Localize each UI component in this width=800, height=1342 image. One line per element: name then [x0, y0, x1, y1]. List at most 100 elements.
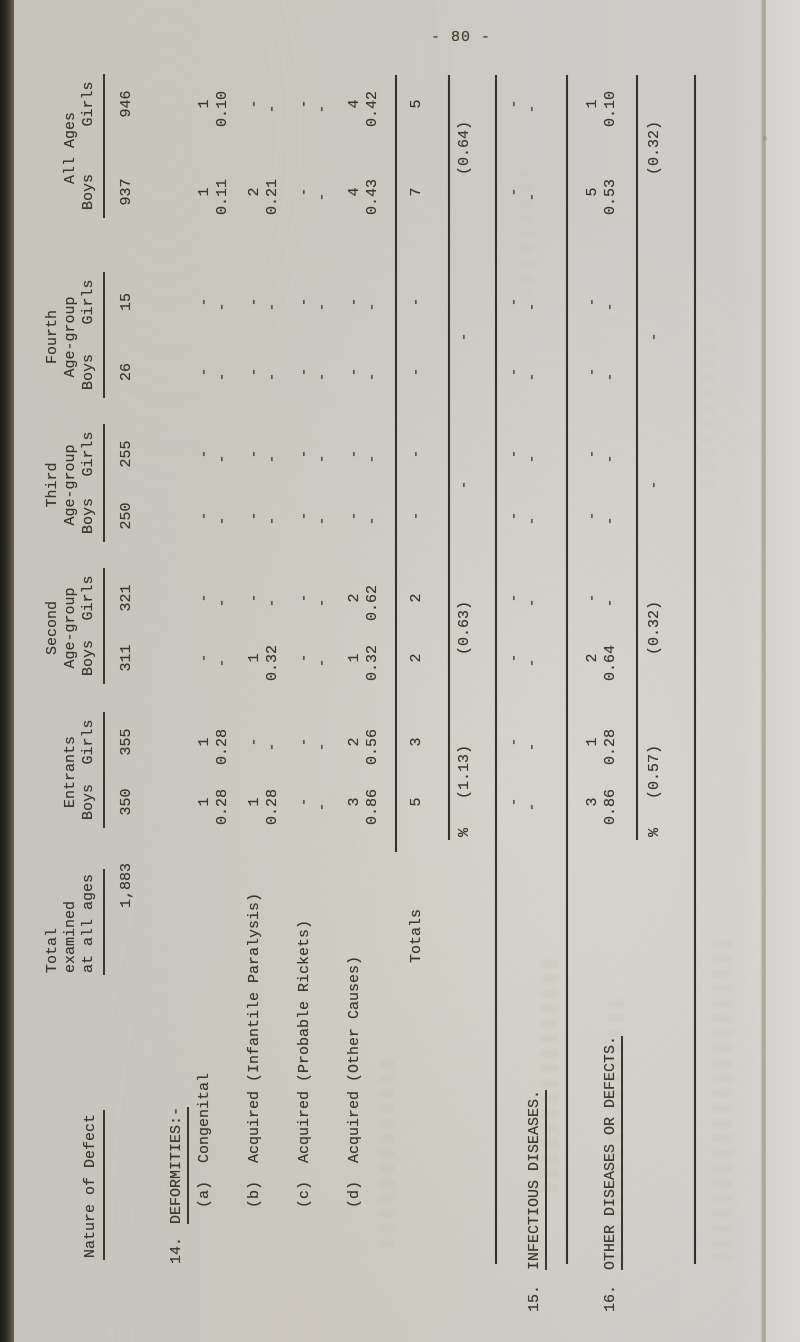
- cell-d-count-third-girls: -: [346, 449, 363, 459]
- group2-title-line-1: Second: [44, 600, 61, 655]
- cell-s15-count-second-boys: -: [506, 653, 523, 663]
- cell-b-count-third-girls: -: [246, 449, 263, 459]
- nature-header-underline: [103, 1110, 105, 1260]
- cell-a-count-second-boys: -: [196, 653, 213, 663]
- cell-s16-percent-group5: (0.32): [646, 121, 663, 176]
- cell-totals-percent-group2: (0.63): [456, 601, 473, 656]
- group1-boys-label: Boys: [80, 783, 97, 820]
- group2-girls-label: Girls: [80, 575, 97, 621]
- cell-c-count-allages-girls: -: [296, 99, 313, 109]
- col-header-nature-of-defect: Nature of Defect: [82, 1113, 99, 1258]
- defect-row-a-label: (a) Congenital: [196, 1072, 213, 1208]
- group3-title-line-2: Age-group: [62, 444, 79, 526]
- cell-a-rate-third-girls: -: [214, 454, 231, 464]
- cell-b-rate-allages-girls: -: [264, 104, 281, 114]
- group5-boys-examined: 937: [118, 178, 135, 206]
- rule-above-totals: [395, 75, 397, 852]
- col-header-examined-line-2: examined: [62, 900, 79, 973]
- cell-a-count-allages-girls: 1: [196, 99, 213, 109]
- cell-totals-second-girls: 2: [408, 593, 425, 603]
- group1-girls-examined: 355: [118, 728, 135, 756]
- cell-s16-percent-group4: -: [646, 332, 663, 342]
- cell-c-count-fourth-girls: -: [296, 297, 313, 307]
- cell-d-rate-fourth-boys: -: [364, 372, 381, 382]
- cell-s16-percent-group1: (0.57): [646, 745, 663, 800]
- cell-s16-rate-third-boys: -: [602, 516, 619, 526]
- cell-c-count-entrants-boys: -: [296, 797, 313, 807]
- cell-c-rate-third-girls: -: [314, 454, 331, 464]
- defect-row-b-label: (b) Acquired (Infantile Paralysis): [246, 892, 263, 1208]
- group5-header-underline: [103, 74, 105, 218]
- cell-s15-rate-entrants-boys: -: [524, 802, 541, 812]
- cell-b-count-allages-girls: -: [246, 99, 263, 109]
- group1-header-underline: [103, 712, 105, 828]
- cell-b-count-fourth-girls: -: [246, 297, 263, 307]
- cell-b-rate-fourth-boys: -: [264, 372, 281, 382]
- cell-s15-rate-second-boys: -: [524, 658, 541, 668]
- cell-b-rate-third-boys: -: [264, 516, 281, 526]
- bleedthrough-smudge: [700, 330, 714, 490]
- cell-d-count-third-boys: -: [346, 511, 363, 521]
- cell-a-rate-allages-boys: 0.11: [214, 179, 231, 216]
- cell-c-rate-fourth-girls: -: [314, 302, 331, 312]
- cell-s15-count-second-girls: -: [506, 593, 523, 603]
- cell-s15-rate-third-boys: -: [524, 516, 541, 526]
- bleedthrough-smudge: [380, 1060, 394, 1250]
- cell-d-count-fourth-girls: -: [346, 297, 363, 307]
- cell-b-rate-second-boys: 0.32: [264, 645, 281, 682]
- group4-header-underline: [103, 272, 105, 398]
- cell-a-count-allages-boys: 1: [196, 187, 213, 197]
- cell-s16-percent-group2: (0.32): [646, 601, 663, 656]
- page-right-edge: [760, 0, 766, 1342]
- section-14-number: 14.: [168, 1236, 185, 1264]
- cell-s16-rate-fourth-boys: -: [602, 372, 619, 382]
- cell-c-rate-second-girls: -: [314, 598, 331, 608]
- examined-total: 1,883: [118, 863, 135, 909]
- cell-d-count-second-boys: 1: [346, 653, 363, 663]
- cell-a-rate-entrants-girls: 0.28: [214, 729, 231, 766]
- cell-d-count-allages-girls: 4: [346, 99, 363, 109]
- cell-s16-count-allages-boys: 5: [584, 187, 601, 197]
- cell-d-rate-second-boys: 0.32: [364, 645, 381, 682]
- cell-s15-count-allages-girls: -: [506, 99, 523, 109]
- cell-a-rate-fourth-girls: -: [214, 302, 231, 312]
- group2-title-line-2: Age-group: [62, 587, 79, 669]
- cell-d-rate-third-boys: -: [364, 516, 381, 526]
- rotated-table: Nature of Defect Total examined at all ages…: [5, 58, 705, 1328]
- cell-totals-percent-group4: -: [456, 332, 473, 342]
- cell-s15-rate-third-girls: -: [524, 454, 541, 464]
- section-16-number: 16.: [602, 1284, 619, 1312]
- section-14-title: DEFORMITIES:-: [168, 1106, 185, 1224]
- cell-a-rate-second-boys: -: [214, 658, 231, 668]
- bleedthrough-smudge: [608, 1000, 624, 1270]
- cell-s16-percent-group3: -: [646, 480, 663, 490]
- cell-a-count-fourth-girls: -: [196, 297, 213, 307]
- group3-title-line-1: Third: [44, 462, 61, 508]
- section-14-title-underline: [187, 1107, 189, 1224]
- cell-s16-count-fourth-boys: -: [584, 367, 601, 377]
- cell-totals-allages-boys: 7: [408, 187, 425, 197]
- cell-b-count-second-girls: -: [246, 593, 263, 603]
- cell-s16-rate-entrants-boys: 0.86: [602, 789, 619, 826]
- col-header-examined-line-1: Total: [44, 927, 61, 973]
- cell-d-rate-entrants-girls: 0.56: [364, 729, 381, 766]
- group5-title-line-1: All Ages: [62, 111, 79, 184]
- totals-label: Totals: [408, 908, 425, 963]
- cell-b-count-fourth-boys: -: [246, 367, 263, 377]
- cell-d-rate-allages-girls: 0.42: [364, 91, 381, 128]
- group3-boys-label: Boys: [80, 497, 97, 534]
- cell-s15-count-third-girls: -: [506, 449, 523, 459]
- cell-d-rate-second-girls: 0.62: [364, 585, 381, 622]
- group2-girls-examined: 321: [118, 584, 135, 612]
- cell-s15-count-allages-boys: -: [506, 187, 523, 197]
- cell-s15-rate-second-girls: -: [524, 598, 541, 608]
- cell-c-count-allages-boys: -: [296, 187, 313, 197]
- cell-s15-rate-allages-boys: -: [524, 192, 541, 202]
- group3-girls-label: Girls: [80, 431, 97, 477]
- group4-boys-examined: 26: [118, 363, 135, 382]
- page-number: - 80 -: [431, 29, 492, 46]
- cell-s15-count-entrants-boys: -: [506, 797, 523, 807]
- cell-a-rate-allages-girls: 0.10: [214, 91, 231, 128]
- section-15-title: INFECTIOUS DISEASES.: [526, 1089, 543, 1270]
